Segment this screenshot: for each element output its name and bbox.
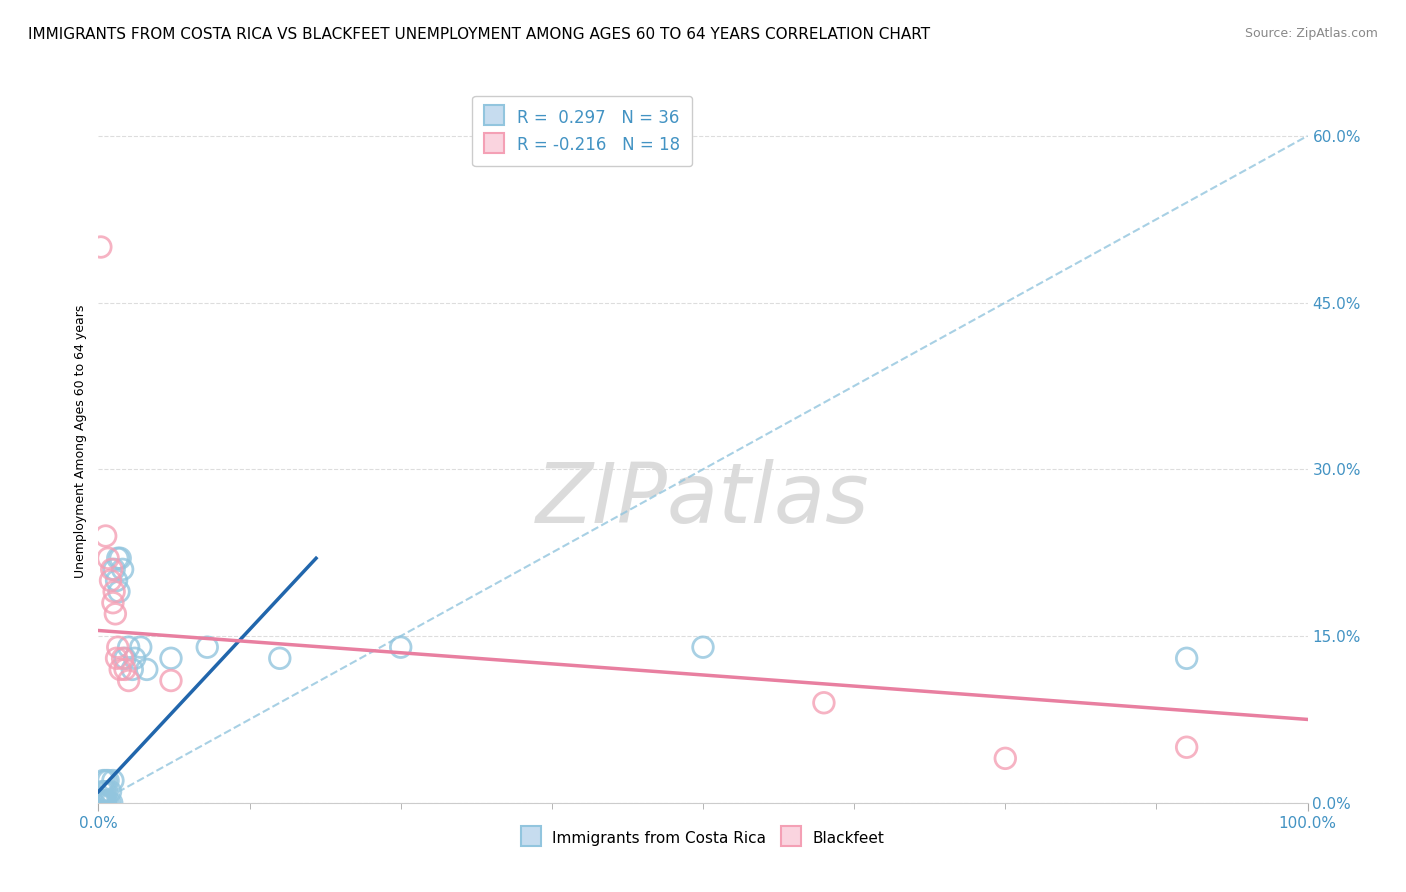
Point bbox=[114, 651, 136, 665]
Point bbox=[160, 673, 183, 688]
Point bbox=[107, 640, 129, 655]
Point bbox=[118, 673, 141, 688]
Point bbox=[111, 562, 134, 576]
Point bbox=[269, 651, 291, 665]
Point bbox=[129, 640, 152, 655]
Point bbox=[124, 651, 146, 665]
Point bbox=[105, 574, 128, 588]
Point bbox=[121, 662, 143, 676]
Point bbox=[93, 785, 115, 799]
Point bbox=[90, 240, 112, 254]
Text: ZIPatlas: ZIPatlas bbox=[536, 458, 870, 540]
Legend: Immigrants from Costa Rica, Blackfeet: Immigrants from Costa Rica, Blackfeet bbox=[516, 823, 890, 853]
Point bbox=[94, 529, 117, 543]
Point bbox=[87, 796, 110, 810]
Y-axis label: Unemployment Among Ages 60 to 64 years: Unemployment Among Ages 60 to 64 years bbox=[75, 305, 87, 578]
Point bbox=[111, 651, 134, 665]
Point bbox=[103, 584, 125, 599]
Point bbox=[692, 640, 714, 655]
Point bbox=[96, 785, 118, 799]
Point bbox=[160, 651, 183, 665]
Point bbox=[1175, 740, 1198, 755]
Point bbox=[994, 751, 1017, 765]
Point bbox=[103, 562, 125, 576]
Point bbox=[94, 773, 117, 788]
Point bbox=[89, 796, 111, 810]
Point bbox=[118, 640, 141, 655]
Point bbox=[101, 596, 124, 610]
Point bbox=[104, 607, 127, 621]
Point bbox=[108, 551, 131, 566]
Point bbox=[91, 785, 114, 799]
Point bbox=[389, 640, 412, 655]
Point bbox=[91, 796, 114, 810]
Point bbox=[108, 584, 131, 599]
Point bbox=[90, 796, 112, 810]
Point bbox=[98, 796, 121, 810]
Point bbox=[97, 551, 120, 566]
Point bbox=[100, 785, 122, 799]
Point bbox=[195, 640, 218, 655]
Point bbox=[91, 796, 114, 810]
Point bbox=[94, 796, 117, 810]
Point bbox=[105, 651, 128, 665]
Point bbox=[91, 773, 114, 788]
Point bbox=[101, 773, 124, 788]
Point bbox=[107, 551, 129, 566]
Point bbox=[100, 562, 122, 576]
Text: Source: ZipAtlas.com: Source: ZipAtlas.com bbox=[1244, 27, 1378, 40]
Point bbox=[108, 662, 131, 676]
Point bbox=[135, 662, 157, 676]
Point bbox=[96, 796, 118, 810]
Point bbox=[114, 662, 136, 676]
Text: IMMIGRANTS FROM COSTA RICA VS BLACKFEET UNEMPLOYMENT AMONG AGES 60 TO 64 YEARS C: IMMIGRANTS FROM COSTA RICA VS BLACKFEET … bbox=[28, 27, 931, 42]
Point bbox=[100, 574, 122, 588]
Point bbox=[100, 796, 122, 810]
Point bbox=[93, 796, 115, 810]
Point bbox=[1175, 651, 1198, 665]
Point bbox=[813, 696, 835, 710]
Point bbox=[97, 773, 120, 788]
